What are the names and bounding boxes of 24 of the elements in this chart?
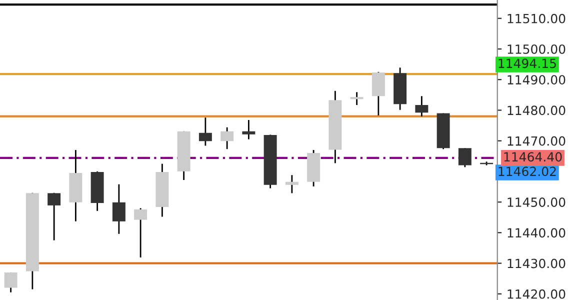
- y-tick-label: 11440.00: [508, 228, 566, 238]
- y-tick-label: 11500.00: [508, 44, 566, 54]
- candlestick: [372, 71, 385, 116]
- ref-line-label: 11464.40: [504, 152, 562, 162]
- candlestick: [48, 192, 61, 241]
- candlestick: [134, 207, 148, 258]
- text: 11462.02: [498, 166, 556, 176]
- candlestick: [198, 116, 212, 146]
- candlestick: [112, 184, 126, 235]
- y-tick-label: 11480.00: [508, 106, 566, 116]
- candlestick: [220, 126, 234, 150]
- candlestick: [350, 91, 364, 106]
- candlestick: [4, 272, 18, 294]
- y-tick-label: 11430.00: [508, 258, 566, 268]
- candlestick: [458, 147, 472, 168]
- y-tick-label: 11510.00: [508, 14, 566, 24]
- y-tick-label: 11490.00: [508, 75, 566, 85]
- y-tick-label: 11450.00: [508, 198, 566, 207]
- text: 11494.15: [498, 58, 556, 68]
- candlestick: [242, 119, 256, 140]
- candlestick: [415, 95, 428, 118]
- candlestick: [285, 174, 298, 194]
- y-tick-label: 11420.00: [508, 289, 566, 299]
- y-tick-label: 11470.00: [508, 136, 566, 146]
